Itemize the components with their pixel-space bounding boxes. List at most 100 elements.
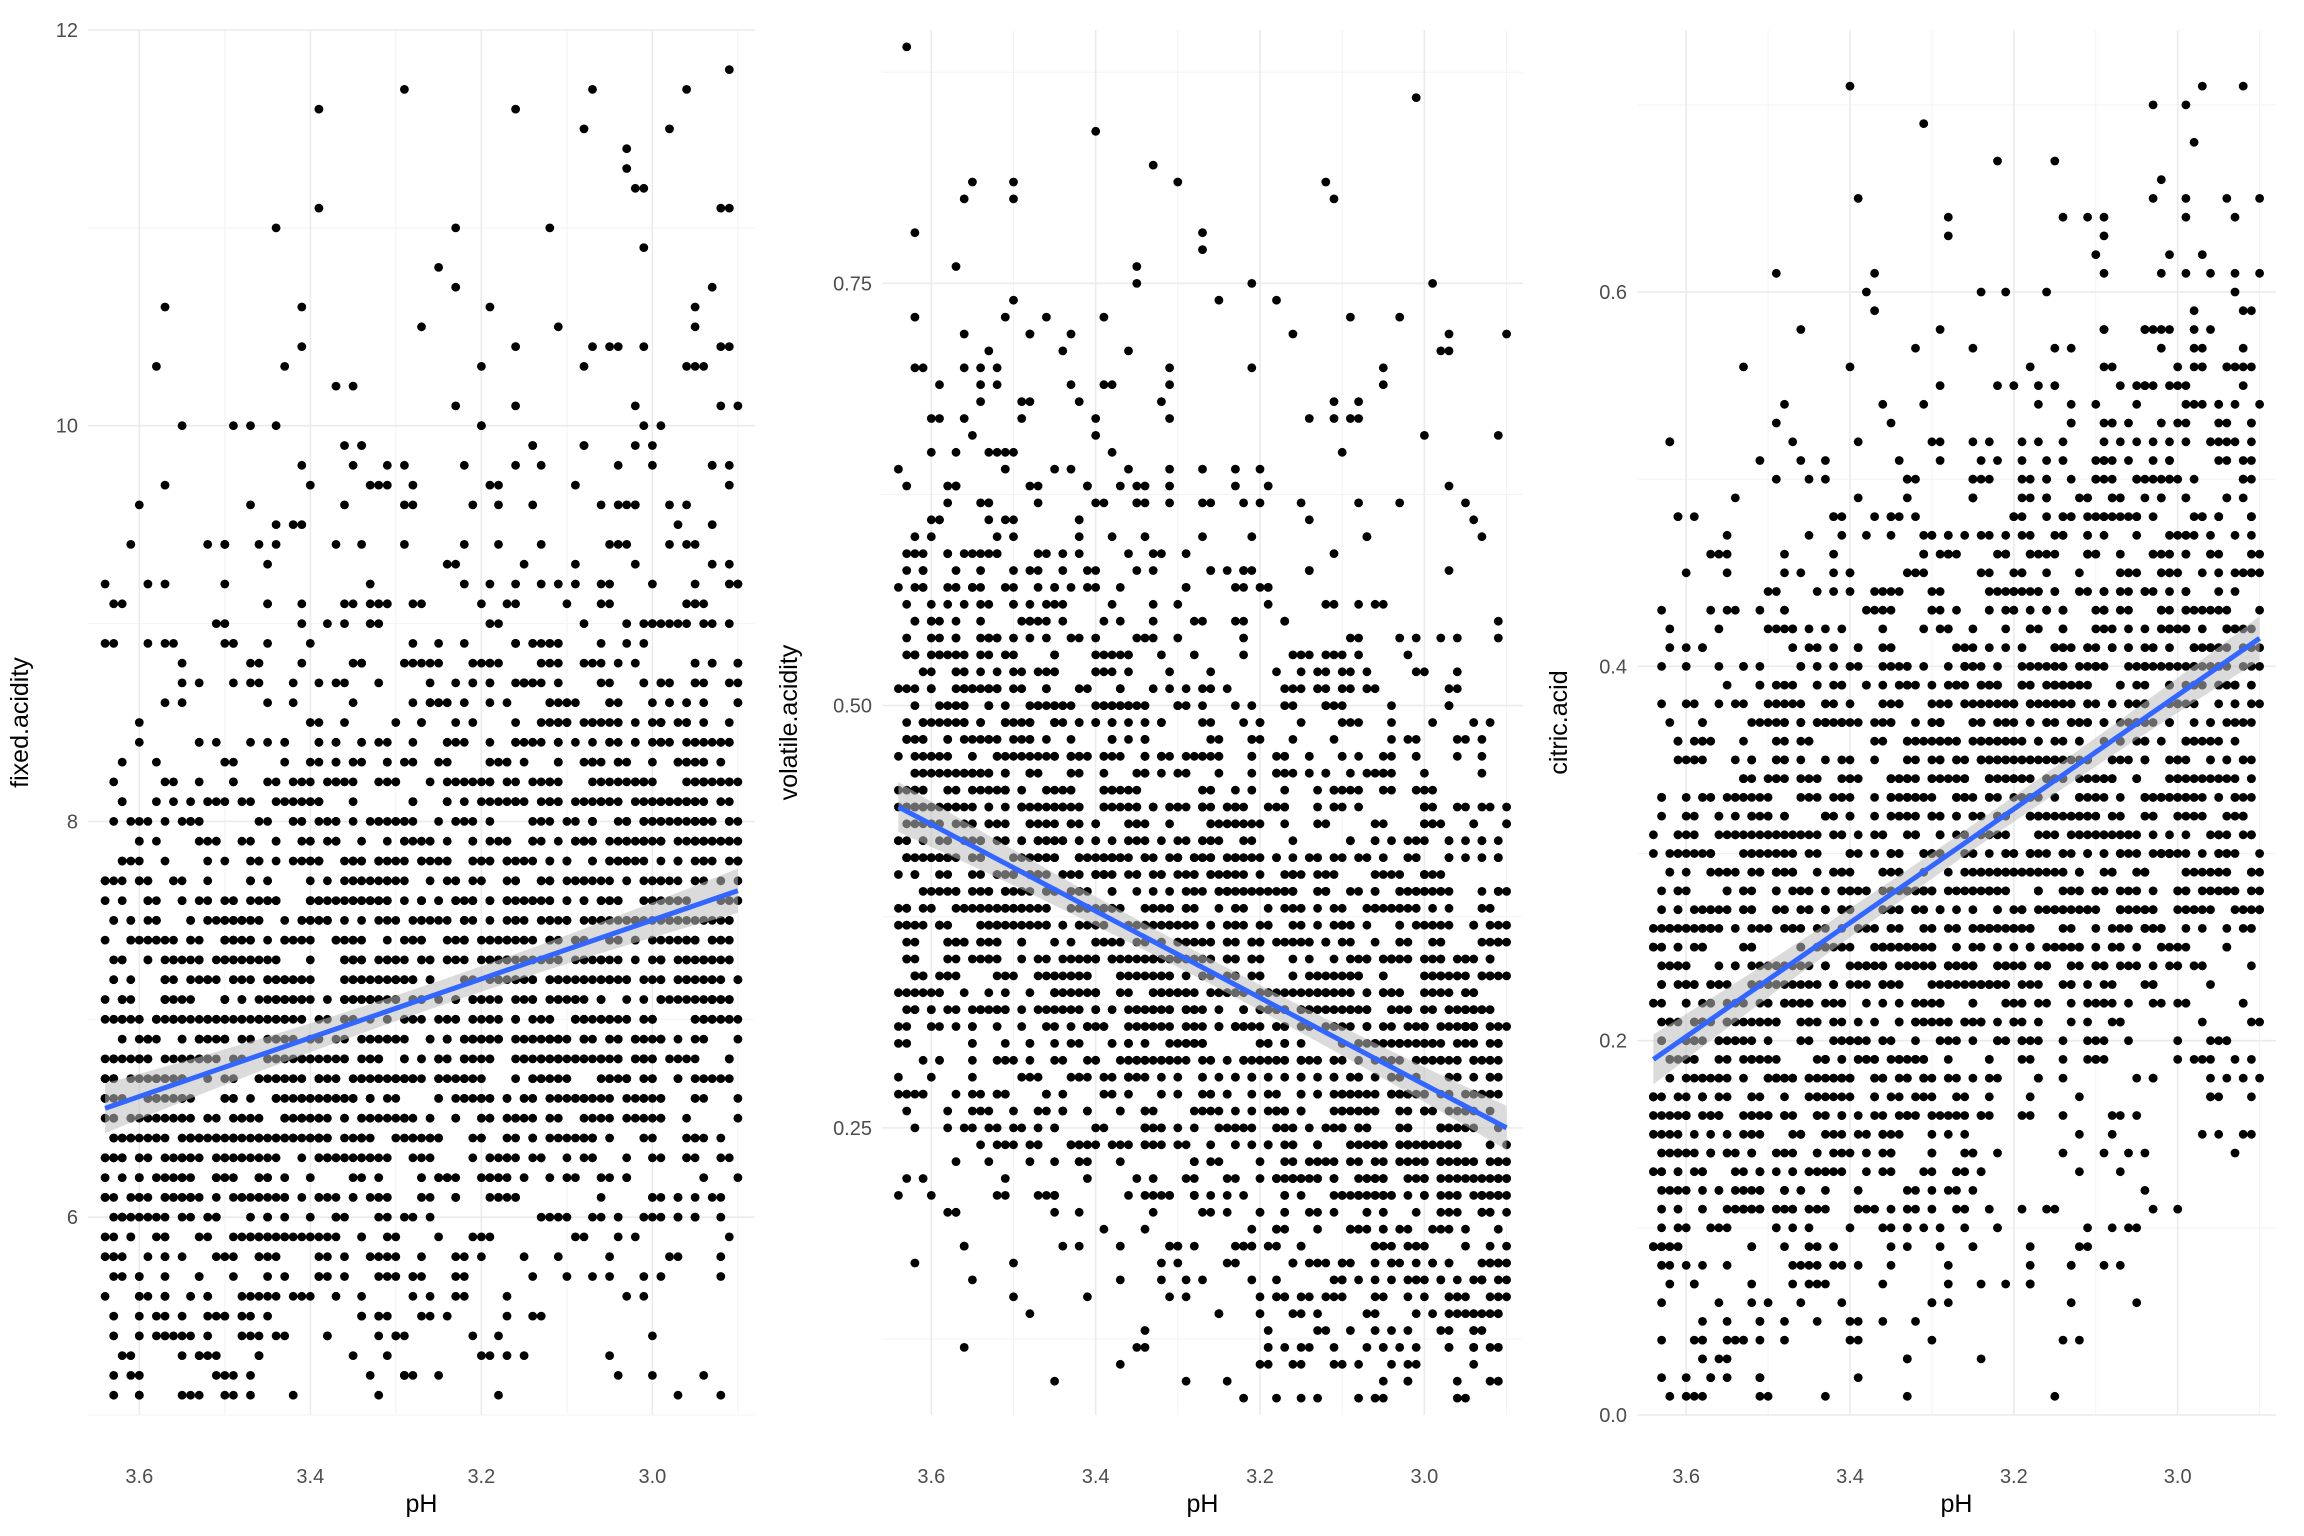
data-point bbox=[639, 183, 649, 193]
data-point bbox=[1346, 1106, 1355, 1116]
data-point bbox=[545, 1133, 555, 1143]
data-point bbox=[1461, 853, 1470, 862]
data-point bbox=[1346, 1191, 1355, 1200]
data-point bbox=[340, 1094, 349, 1103]
data-point bbox=[528, 777, 538, 787]
data-point bbox=[1033, 903, 1043, 913]
data-point bbox=[169, 955, 178, 965]
data-point bbox=[417, 1054, 426, 1064]
data-point bbox=[263, 1232, 272, 1242]
data-point bbox=[630, 183, 640, 193]
data-point bbox=[959, 329, 969, 339]
data-point bbox=[1452, 1022, 1462, 1031]
data-point bbox=[1378, 1224, 1388, 1234]
data-point bbox=[1378, 988, 1388, 998]
data-point bbox=[588, 658, 597, 668]
data-point bbox=[1280, 937, 1290, 947]
data-point bbox=[648, 1094, 657, 1103]
data-point bbox=[1362, 768, 1372, 778]
data-point bbox=[1157, 1123, 1166, 1133]
data-point bbox=[536, 1311, 546, 1321]
data-point bbox=[477, 777, 486, 787]
data-point bbox=[297, 1193, 307, 1202]
data-point bbox=[288, 995, 298, 1004]
data-point bbox=[553, 1113, 563, 1123]
data-point bbox=[348, 658, 358, 668]
data-point bbox=[519, 935, 529, 945]
data-point bbox=[297, 1054, 307, 1064]
data-point bbox=[1050, 599, 1059, 609]
data-point bbox=[1009, 583, 1018, 592]
data-point bbox=[902, 1106, 912, 1116]
data-point bbox=[348, 777, 358, 787]
data-point bbox=[1050, 937, 1059, 947]
data-point bbox=[288, 1291, 298, 1301]
data-point bbox=[1313, 1005, 1322, 1014]
data-point bbox=[622, 144, 632, 154]
data-point bbox=[357, 935, 366, 945]
data-point bbox=[169, 935, 178, 945]
data-point bbox=[1042, 616, 1051, 626]
data-point bbox=[1280, 768, 1290, 778]
data-point bbox=[323, 1113, 332, 1123]
data-point bbox=[1083, 583, 1092, 592]
data-point bbox=[237, 1133, 247, 1143]
data-point bbox=[648, 1113, 657, 1123]
data-point bbox=[1247, 1106, 1257, 1116]
data-point bbox=[177, 1351, 187, 1360]
data-point bbox=[194, 955, 204, 965]
data-point bbox=[630, 559, 640, 569]
data-point bbox=[100, 579, 110, 589]
data-point bbox=[648, 1193, 657, 1202]
data-point bbox=[323, 896, 332, 905]
data-point bbox=[1107, 701, 1117, 710]
data-point bbox=[1033, 819, 1043, 829]
data-point bbox=[943, 718, 953, 727]
data-point bbox=[1115, 954, 1125, 964]
data-point bbox=[1272, 1055, 1281, 1065]
data-point bbox=[1485, 971, 1495, 981]
data-point bbox=[400, 460, 409, 470]
data-point bbox=[926, 633, 936, 643]
data-point bbox=[707, 856, 717, 866]
data-point bbox=[1485, 1174, 1495, 1183]
data-point bbox=[545, 777, 555, 787]
data-point bbox=[365, 1054, 375, 1064]
data-point bbox=[1354, 1157, 1363, 1166]
data-point bbox=[1296, 1089, 1306, 1099]
data-point bbox=[1296, 1292, 1306, 1302]
data-point bbox=[1403, 1174, 1413, 1183]
data-point bbox=[1354, 414, 1363, 423]
data-point bbox=[374, 1272, 384, 1281]
data-point bbox=[528, 441, 538, 450]
data-point bbox=[323, 1094, 332, 1103]
data-point bbox=[177, 1173, 187, 1182]
data-point bbox=[1378, 380, 1388, 390]
data-point bbox=[733, 1113, 743, 1123]
data-point bbox=[502, 856, 512, 866]
data-point bbox=[528, 995, 538, 1004]
data-point bbox=[1436, 1123, 1446, 1133]
data-point bbox=[1469, 1191, 1479, 1200]
data-point bbox=[724, 65, 734, 74]
data-point bbox=[117, 1153, 127, 1163]
data-point bbox=[1173, 1089, 1183, 1099]
data-point bbox=[656, 935, 666, 945]
data-point bbox=[357, 1173, 366, 1182]
data-point bbox=[1017, 954, 1027, 964]
data-point bbox=[1091, 414, 1101, 423]
data-point bbox=[588, 836, 597, 846]
data-point bbox=[1272, 1393, 1281, 1403]
data-point bbox=[902, 599, 912, 609]
data-point bbox=[1231, 1258, 1240, 1268]
data-point bbox=[152, 757, 161, 767]
data-point bbox=[280, 1094, 290, 1103]
data-point bbox=[571, 1173, 580, 1182]
data-point bbox=[951, 633, 961, 643]
data-point bbox=[297, 797, 307, 806]
data-point bbox=[1132, 481, 1142, 491]
data-point bbox=[682, 85, 691, 94]
data-point bbox=[992, 1191, 1002, 1200]
data-point bbox=[639, 342, 649, 351]
data-point bbox=[1198, 1005, 1207, 1014]
